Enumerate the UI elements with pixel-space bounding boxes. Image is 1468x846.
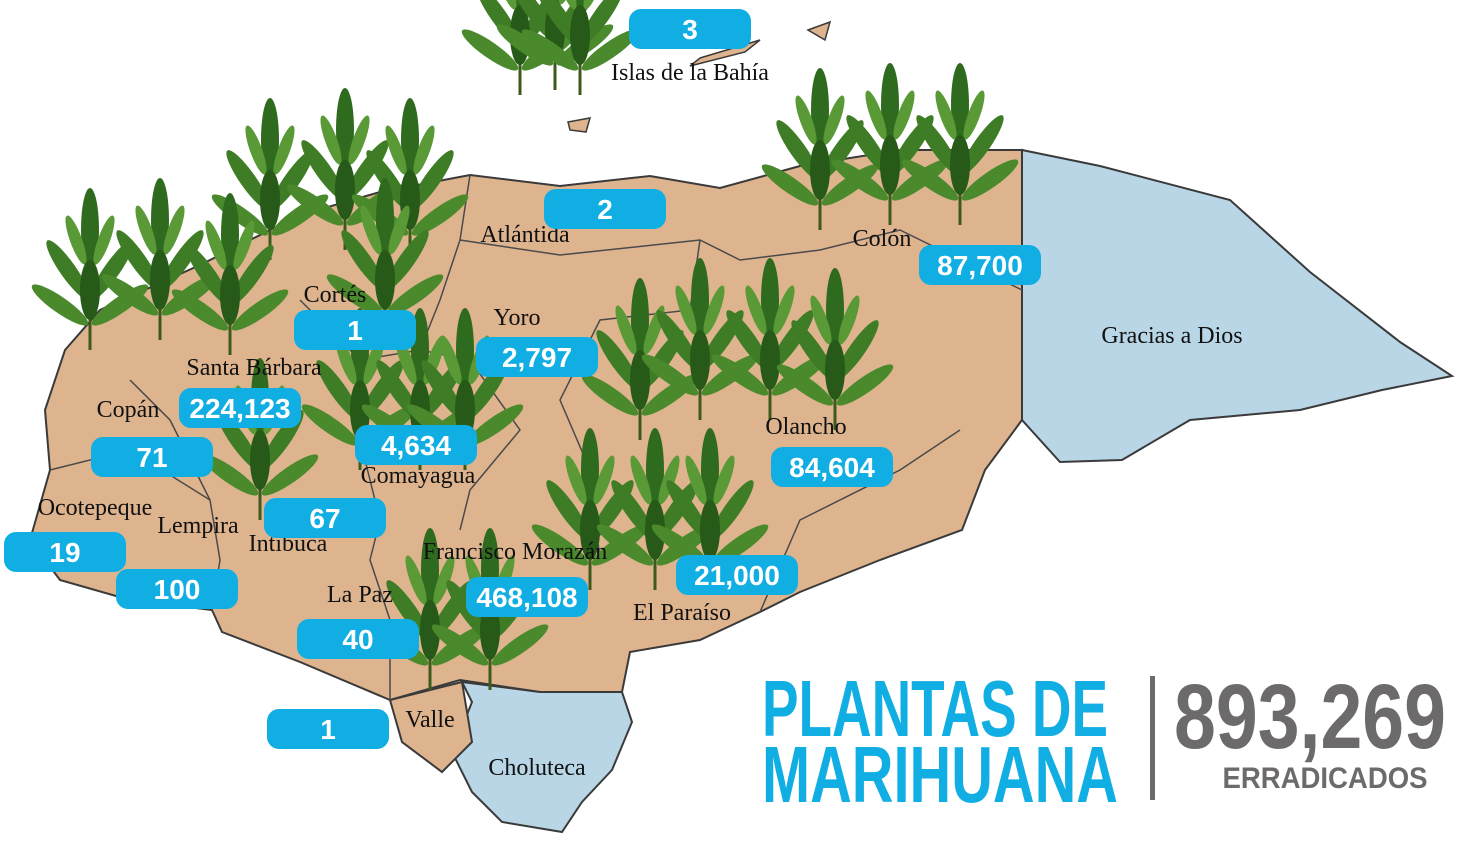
plant-count: 71 bbox=[136, 442, 167, 473]
plant-count: 100 bbox=[154, 574, 201, 605]
department-name: Islas de la Bahía bbox=[611, 60, 769, 86]
department-name: El Paraíso bbox=[633, 600, 731, 626]
department-name: Valle bbox=[405, 707, 454, 733]
plant-count: 67 bbox=[309, 503, 340, 534]
plant-badge bbox=[355, 425, 477, 465]
plant-count: 87,700 bbox=[937, 250, 1023, 281]
department-name: Olancho bbox=[765, 414, 846, 440]
department-name: Colón bbox=[853, 226, 912, 252]
plant-badge bbox=[116, 569, 238, 609]
department-name: Santa Bárbara bbox=[186, 355, 322, 381]
plant-badge bbox=[771, 447, 893, 487]
department-name: La Paz bbox=[327, 582, 393, 608]
plant-count: 2 bbox=[597, 194, 613, 225]
plant-count: 1 bbox=[347, 315, 363, 346]
plant-badge bbox=[264, 498, 386, 538]
department-name: Yoro bbox=[494, 305, 541, 331]
department-name: Francisco Morazán bbox=[423, 539, 608, 565]
department-name: Comayagua bbox=[361, 463, 476, 489]
plant-badge bbox=[179, 388, 301, 428]
headline: PLANTAS DE MARIHUANA 893,269 ERRADICADOS bbox=[762, 664, 1446, 819]
plant-badge bbox=[919, 245, 1041, 285]
plant-badge bbox=[629, 9, 751, 49]
plant-badge bbox=[91, 437, 213, 477]
department-labels: Islas de la Bahía3Atlántida2Colón87,700G… bbox=[4, 9, 1243, 781]
plant-badge bbox=[297, 619, 419, 659]
total: 893,269 bbox=[1174, 666, 1446, 768]
plant-count: 19 bbox=[49, 537, 80, 568]
plant-badge bbox=[4, 532, 126, 572]
divider bbox=[1150, 676, 1155, 800]
department-name: Cortés bbox=[304, 282, 367, 308]
department-name: Copán bbox=[97, 397, 160, 423]
department-name: Gracias a Dios bbox=[1101, 323, 1242, 349]
plant-count: 40 bbox=[342, 624, 373, 655]
plant-count: 21,000 bbox=[694, 560, 780, 591]
plant-count: 468,108 bbox=[476, 582, 577, 613]
total-caption: ERRADICADOS bbox=[1223, 762, 1428, 795]
department-name: Choluteca bbox=[488, 755, 586, 781]
plant-badge bbox=[294, 310, 416, 350]
plant-badge bbox=[476, 337, 598, 377]
plant-badge bbox=[544, 189, 666, 229]
plant-count: 2,797 bbox=[502, 342, 572, 373]
department-name: Ocotepeque bbox=[38, 495, 153, 521]
plant-count: 224,123 bbox=[189, 393, 290, 424]
plant-badge bbox=[676, 555, 798, 595]
plant-count: 1 bbox=[320, 714, 336, 745]
department-name: Lempira bbox=[157, 513, 239, 539]
plant-count: 3 bbox=[682, 14, 698, 45]
plant-count: 4,634 bbox=[381, 430, 451, 461]
plant-count: 84,604 bbox=[789, 452, 875, 483]
title-line: MARIHUANA bbox=[762, 730, 1118, 819]
plant-badge bbox=[466, 577, 588, 617]
title-line: PLANTAS DE bbox=[762, 664, 1108, 753]
plant-badge bbox=[267, 709, 389, 749]
